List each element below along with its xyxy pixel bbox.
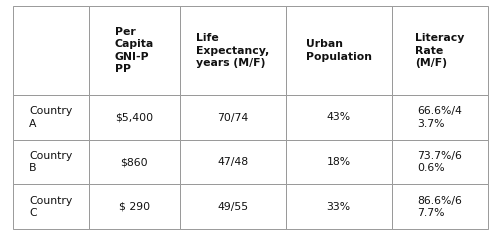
Text: 49/55: 49/55 (217, 202, 248, 212)
Text: $860: $860 (120, 157, 148, 167)
Bar (286, 140, 392, 184)
Bar (180, 184, 286, 229)
Bar (286, 184, 392, 229)
Bar (89, 184, 180, 229)
Bar (392, 6, 488, 95)
Bar (89, 6, 180, 95)
Text: 18%: 18% (326, 157, 350, 167)
Text: Urban
Population: Urban Population (306, 39, 372, 62)
Bar (392, 184, 488, 229)
Text: Life
Expectancy,
years (M/F): Life Expectancy, years (M/F) (196, 33, 270, 68)
Bar (12, 95, 89, 140)
Text: Literacy
Rate
(M/F): Literacy Rate (M/F) (415, 33, 464, 68)
Bar (286, 6, 392, 95)
Bar (180, 140, 286, 184)
Bar (89, 140, 180, 184)
Text: 47/48: 47/48 (217, 157, 248, 167)
Bar (392, 140, 488, 184)
Bar (89, 95, 180, 140)
Text: Per
Capita
GNI-P
PP: Per Capita GNI-P PP (114, 27, 154, 74)
Bar (12, 6, 89, 95)
Text: 33%: 33% (326, 202, 350, 212)
Text: $ 290: $ 290 (119, 202, 150, 212)
Bar (180, 6, 286, 95)
Text: 73.7%/6
0.6%: 73.7%/6 0.6% (417, 151, 462, 173)
Bar (12, 184, 89, 229)
Bar (180, 95, 286, 140)
Bar (12, 140, 89, 184)
Text: 66.6%/4
3.7%: 66.6%/4 3.7% (417, 106, 462, 129)
Text: Country
A: Country A (29, 106, 72, 129)
Text: 70/74: 70/74 (217, 113, 248, 122)
Bar (392, 95, 488, 140)
Text: $5,400: $5,400 (116, 113, 154, 122)
Bar (286, 95, 392, 140)
Text: Country
B: Country B (29, 151, 72, 173)
Text: Country
C: Country C (29, 196, 72, 218)
Text: 86.6%/6
7.7%: 86.6%/6 7.7% (417, 196, 462, 218)
Text: 43%: 43% (326, 113, 350, 122)
